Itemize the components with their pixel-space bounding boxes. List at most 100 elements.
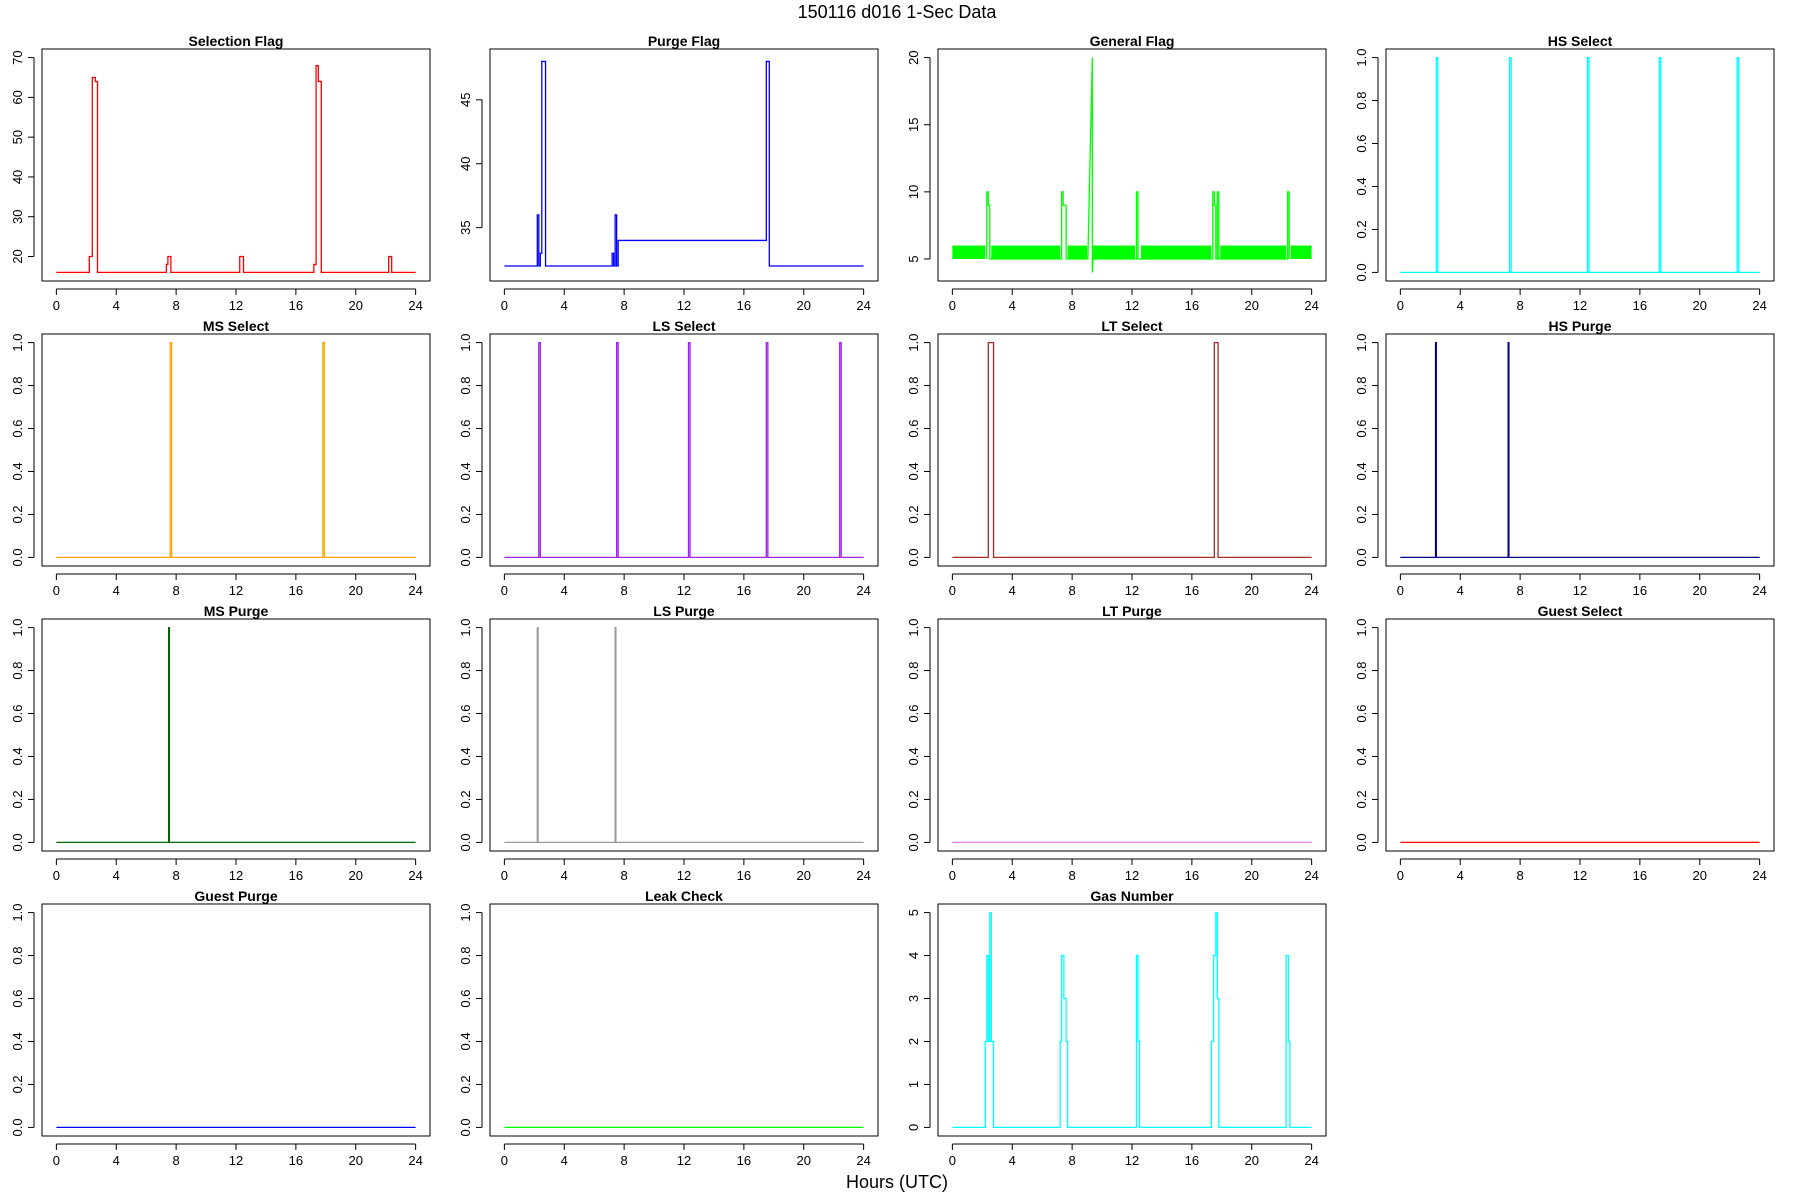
y-tick-label: 0.2 (1354, 220, 1369, 238)
x-tick-label: 8 (1069, 583, 1076, 598)
figure-title: 150116 d016 1-Sec Data (798, 2, 998, 22)
panel-3: General Flag 0 4 8 12 16 20 24 5 10 15 20 (906, 33, 1327, 313)
y-tick-label: 0.4 (1354, 177, 1369, 195)
x-tick-label: 4 (1457, 868, 1464, 883)
x-tick-label: 20 (1693, 298, 1707, 313)
x-tick-label: 4 (113, 1153, 120, 1168)
y-tick-label: 40 (458, 156, 473, 170)
y-tick-label: 20 (906, 50, 921, 64)
x-tick-label: 0 (1397, 868, 1404, 883)
y-tick-label: 1 (906, 1081, 921, 1088)
x-tick-label: 20 (1245, 868, 1259, 883)
x-tick-label: 0 (501, 1153, 508, 1168)
plot-frame (937, 333, 1327, 567)
y-tick-label: 1.0 (10, 904, 25, 922)
x-tick-label: 0 (949, 298, 956, 313)
y-tick-label: 1.0 (458, 904, 473, 922)
x-tick-label: 8 (173, 868, 180, 883)
panel-title: Selection Flag (189, 33, 284, 49)
y-tick-label: 0.4 (458, 462, 473, 480)
y-tick-label: 0.0 (10, 1118, 25, 1136)
x-tick-label: 16 (1633, 298, 1647, 313)
y-axis: 5 10 15 20 (906, 50, 931, 263)
plot-frame (41, 618, 431, 852)
y-tick-label: 60 (10, 90, 25, 104)
x-axis: 0 4 8 12 16 20 24 (501, 573, 871, 598)
y-tick-label: 0.2 (458, 1075, 473, 1093)
x-axis-label: Hours (UTC) (846, 1172, 948, 1192)
x-tick-label: 16 (737, 868, 751, 883)
y-tick-label: 10 (906, 185, 921, 199)
y-tick-label: 0.2 (10, 790, 25, 808)
y-tick-label: 20 (10, 249, 25, 263)
x-tick-label: 4 (1009, 298, 1016, 313)
y-axis: 0.0 0.2 0.4 0.6 0.8 1.0 (1354, 619, 1379, 851)
x-tick-label: 24 (856, 583, 870, 598)
x-axis: 0 4 8 12 16 20 24 (949, 1143, 1319, 1168)
panel-4: HS Select 0 4 8 12 16 20 24 0.0 0.2 0.4 0.6 0.8 1.0 (1354, 33, 1775, 313)
plot-frame (41, 48, 431, 282)
y-axis: 0.0 0.2 0.4 0.6 0.8 1.0 (10, 619, 35, 851)
series-line-1 (952, 911, 1312, 1129)
panel-8: HS Purge 0 4 8 12 16 20 24 0.0 0.2 0.4 0.6 0.8 1.0 (1354, 318, 1775, 598)
x-tick-label: 12 (229, 583, 243, 598)
y-axis: 0 1 2 3 4 5 (906, 909, 931, 1131)
panel-title: Guest Select (1538, 603, 1623, 619)
x-tick-label: 0 (501, 298, 508, 313)
y-axis: 0.0 0.2 0.4 0.6 0.8 1.0 (458, 619, 483, 851)
y-tick-label: 1.0 (1354, 334, 1369, 352)
x-tick-label: 12 (677, 583, 691, 598)
y-tick-label: 0.4 (458, 1032, 473, 1050)
x-tick-label: 24 (1752, 583, 1766, 598)
y-tick-label: 0.6 (1354, 704, 1369, 722)
series-line-1 (504, 60, 864, 267)
y-tick-label: 1.0 (458, 334, 473, 352)
x-tick-label: 24 (1304, 868, 1318, 883)
y-axis: 35 40 45 (458, 93, 483, 235)
y-axis: 20 30 40 50 60 70 (10, 50, 35, 264)
y-tick-label: 0.8 (906, 662, 921, 680)
panel-title: General Flag (1090, 33, 1175, 49)
x-tick-label: 4 (113, 298, 120, 313)
plot-frame (1385, 333, 1775, 567)
y-axis: 0.0 0.2 0.4 0.6 0.8 1.0 (1354, 334, 1379, 566)
y-tick-label: 0.8 (10, 662, 25, 680)
plot-frame (489, 48, 879, 282)
y-tick-label: 0.6 (1354, 134, 1369, 152)
panel-title: LS Select (652, 318, 715, 334)
y-tick-label: 0.6 (906, 419, 921, 437)
plot-frame (41, 333, 431, 567)
x-tick-label: 0 (501, 583, 508, 598)
x-tick-label: 12 (229, 868, 243, 883)
y-tick-label: 0.0 (1354, 548, 1369, 566)
plot-frame (489, 618, 879, 852)
y-axis: 0.0 0.2 0.4 0.6 0.8 1.0 (458, 904, 483, 1136)
x-tick-label: 4 (1009, 1153, 1016, 1168)
x-tick-label: 20 (1245, 583, 1259, 598)
y-tick-label: 0.8 (10, 947, 25, 965)
x-tick-label: 20 (1245, 298, 1259, 313)
x-tick-label: 24 (408, 298, 422, 313)
x-tick-label: 4 (113, 583, 120, 598)
x-tick-label: 24 (1304, 298, 1318, 313)
x-tick-label: 20 (797, 868, 811, 883)
y-tick-label: 0.4 (10, 1032, 25, 1050)
y-tick-label: 2 (906, 1038, 921, 1045)
y-tick-label: 0.0 (906, 833, 921, 851)
panel-title: Gas Number (1090, 888, 1174, 904)
x-axis: 0 4 8 12 16 20 24 (53, 573, 423, 598)
data-band-2 (991, 245, 1061, 259)
data-band-1 (952, 245, 986, 259)
x-axis: 0 4 8 12 16 20 24 (501, 1143, 871, 1168)
x-tick-label: 8 (621, 868, 628, 883)
x-axis: 0 4 8 12 16 20 24 (53, 1143, 423, 1168)
x-tick-label: 4 (1457, 583, 1464, 598)
x-tick-label: 16 (1185, 583, 1199, 598)
y-tick-label: 0.8 (1354, 92, 1369, 110)
y-tick-label: 45 (458, 93, 473, 107)
x-tick-label: 20 (1245, 1153, 1259, 1168)
panel-title: MS Select (203, 318, 269, 334)
y-tick-label: 0.2 (10, 505, 25, 523)
